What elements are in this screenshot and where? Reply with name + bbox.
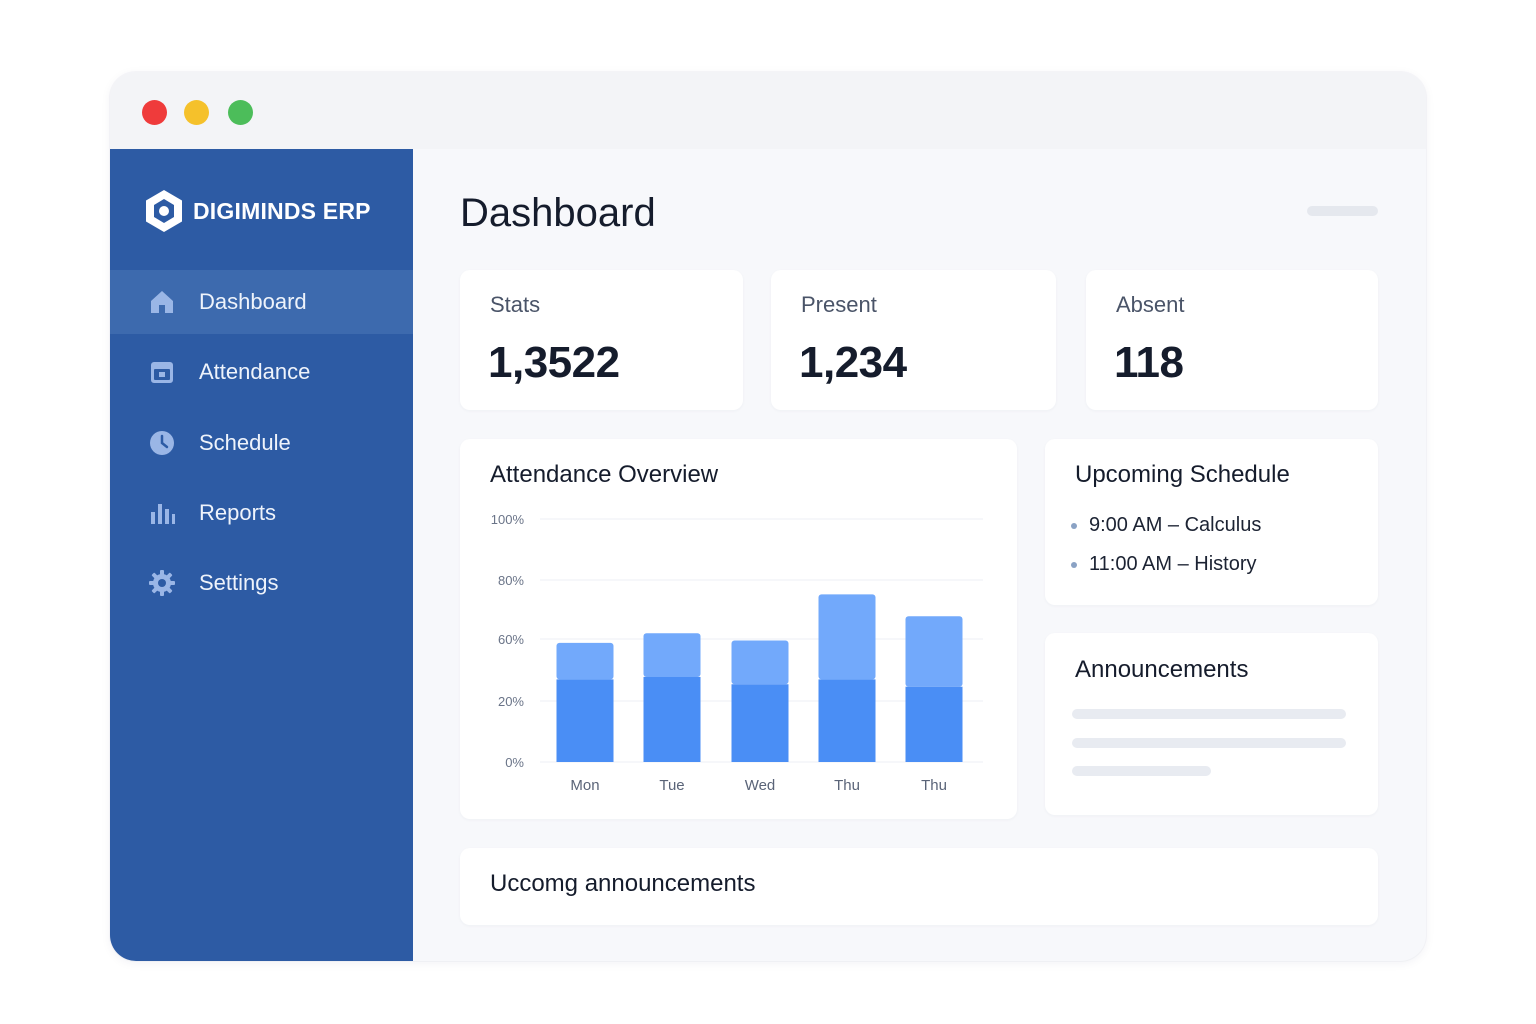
card-title: Upcoming Schedule bbox=[1075, 461, 1290, 488]
x-tick-label: Wed bbox=[745, 777, 776, 794]
schedule-item[interactable]: 9:00 AM – Calculus bbox=[1071, 514, 1261, 537]
close-window-button[interactable] bbox=[142, 100, 167, 125]
chart-bar-segment-tue[interactable] bbox=[643, 676, 701, 762]
stat-label: Present bbox=[801, 292, 877, 317]
brand-logo-icon bbox=[146, 190, 182, 232]
sidebar-item-label: Reports bbox=[199, 500, 277, 525]
window-titlebar bbox=[110, 72, 1426, 149]
home-icon bbox=[147, 287, 177, 317]
chart-bar-segment-thu[interactable] bbox=[818, 679, 876, 762]
y-tick-label: 100% bbox=[491, 512, 525, 527]
x-tick-label: Tue bbox=[659, 777, 684, 794]
sidebar: DIGIMINDS ERP Dashboard Attendance Sched… bbox=[110, 149, 413, 961]
stat-card-absent: Absent 118 bbox=[1086, 270, 1378, 410]
stat-label: Absent bbox=[1116, 292, 1185, 317]
y-tick-label: 20% bbox=[498, 694, 524, 709]
brand[interactable]: DIGIMINDS ERP bbox=[145, 189, 371, 233]
chart-bar-segment-thu[interactable] bbox=[905, 686, 963, 762]
chart-bar-segment-wed[interactable] bbox=[731, 640, 789, 685]
sidebar-item-label: Attendance bbox=[199, 359, 311, 384]
y-tick-label: 0% bbox=[505, 755, 524, 770]
chart-bar-segment-thu[interactable] bbox=[818, 594, 876, 680]
y-tick-label: 80% bbox=[498, 573, 524, 588]
app-window: DIGIMINDS ERP Dashboard Attendance Sched… bbox=[110, 72, 1426, 961]
sidebar-item-label: Dashboard bbox=[199, 289, 307, 314]
chart-bar-segment-thu[interactable] bbox=[905, 616, 963, 687]
bullet-icon bbox=[1071, 561, 1077, 568]
header-placeholder-bar bbox=[1307, 206, 1378, 216]
minimize-window-button[interactable] bbox=[184, 100, 209, 125]
bar-chart-icon bbox=[147, 498, 177, 528]
maximize-window-button[interactable] bbox=[228, 100, 253, 125]
announcement-placeholder-line bbox=[1072, 766, 1211, 776]
chart-bar-segment-mon[interactable] bbox=[556, 679, 614, 762]
upcoming-announcements-card: Uccomg announcements bbox=[460, 848, 1378, 925]
chart-bar-segment-tue[interactable] bbox=[643, 633, 701, 677]
chart-bar-segment-wed[interactable] bbox=[731, 684, 789, 762]
schedule-item[interactable]: 11:00 AM – History bbox=[1071, 553, 1256, 576]
sidebar-item-attendance[interactable]: Attendance bbox=[110, 340, 413, 404]
stat-value: 1,234 bbox=[799, 338, 907, 387]
sidebar-item-schedule[interactable]: Schedule bbox=[110, 411, 413, 475]
sidebar-item-label: Settings bbox=[199, 570, 279, 595]
upcoming-schedule-card: Upcoming Schedule 9:00 AM – Calculus 11:… bbox=[1045, 439, 1378, 605]
announcement-placeholder-line bbox=[1072, 709, 1346, 719]
clock-icon bbox=[147, 428, 177, 458]
stat-label: Stats bbox=[490, 292, 541, 317]
sidebar-item-dashboard[interactable]: Dashboard bbox=[110, 270, 413, 334]
attendance-chart: 0% 20% 60% 80% 100% Mon Tue Wed Thu Thu bbox=[491, 512, 983, 794]
attendance-overview-card: Attendance Overview 0% 20% 60% 80% 100% Mon Tu… bbox=[460, 439, 1017, 819]
x-tick-label: Mon bbox=[570, 777, 599, 794]
chart-title: Attendance Overview bbox=[490, 461, 719, 488]
stat-value: 1,3522 bbox=[488, 338, 620, 387]
schedule-item-text: 11:00 AM – History bbox=[1089, 553, 1257, 575]
announcement-placeholder-line bbox=[1072, 738, 1346, 748]
x-tick-label: Thu bbox=[921, 777, 947, 794]
card-title: Announcements bbox=[1075, 656, 1249, 683]
stat-card-stats: Stats 1,3522 bbox=[460, 270, 743, 410]
calendar-icon bbox=[147, 357, 177, 387]
bullet-icon bbox=[1071, 522, 1077, 529]
sidebar-item-reports[interactable]: Reports bbox=[110, 481, 413, 545]
schedule-item-text: 9:00 AM – Calculus bbox=[1089, 514, 1262, 536]
sidebar-item-label: Schedule bbox=[199, 430, 291, 455]
card-title: Uccomg announcements bbox=[490, 870, 756, 897]
announcements-card: Announcements bbox=[1045, 633, 1378, 815]
stat-card-present: Present 1,234 bbox=[771, 270, 1056, 410]
main-content: Dashboard Stats 1,3522 Present 1,234 Abs… bbox=[413, 149, 1426, 961]
chart-bar-segment-mon[interactable] bbox=[556, 642, 614, 680]
gear-icon bbox=[147, 568, 177, 598]
y-tick-label: 60% bbox=[498, 632, 524, 647]
sidebar-item-settings[interactable]: Settings bbox=[110, 551, 413, 615]
brand-name: DIGIMINDS ERP bbox=[193, 197, 371, 224]
page-title: Dashboard bbox=[460, 191, 656, 235]
stat-value: 118 bbox=[1114, 338, 1184, 387]
x-tick-label: Thu bbox=[834, 777, 860, 794]
